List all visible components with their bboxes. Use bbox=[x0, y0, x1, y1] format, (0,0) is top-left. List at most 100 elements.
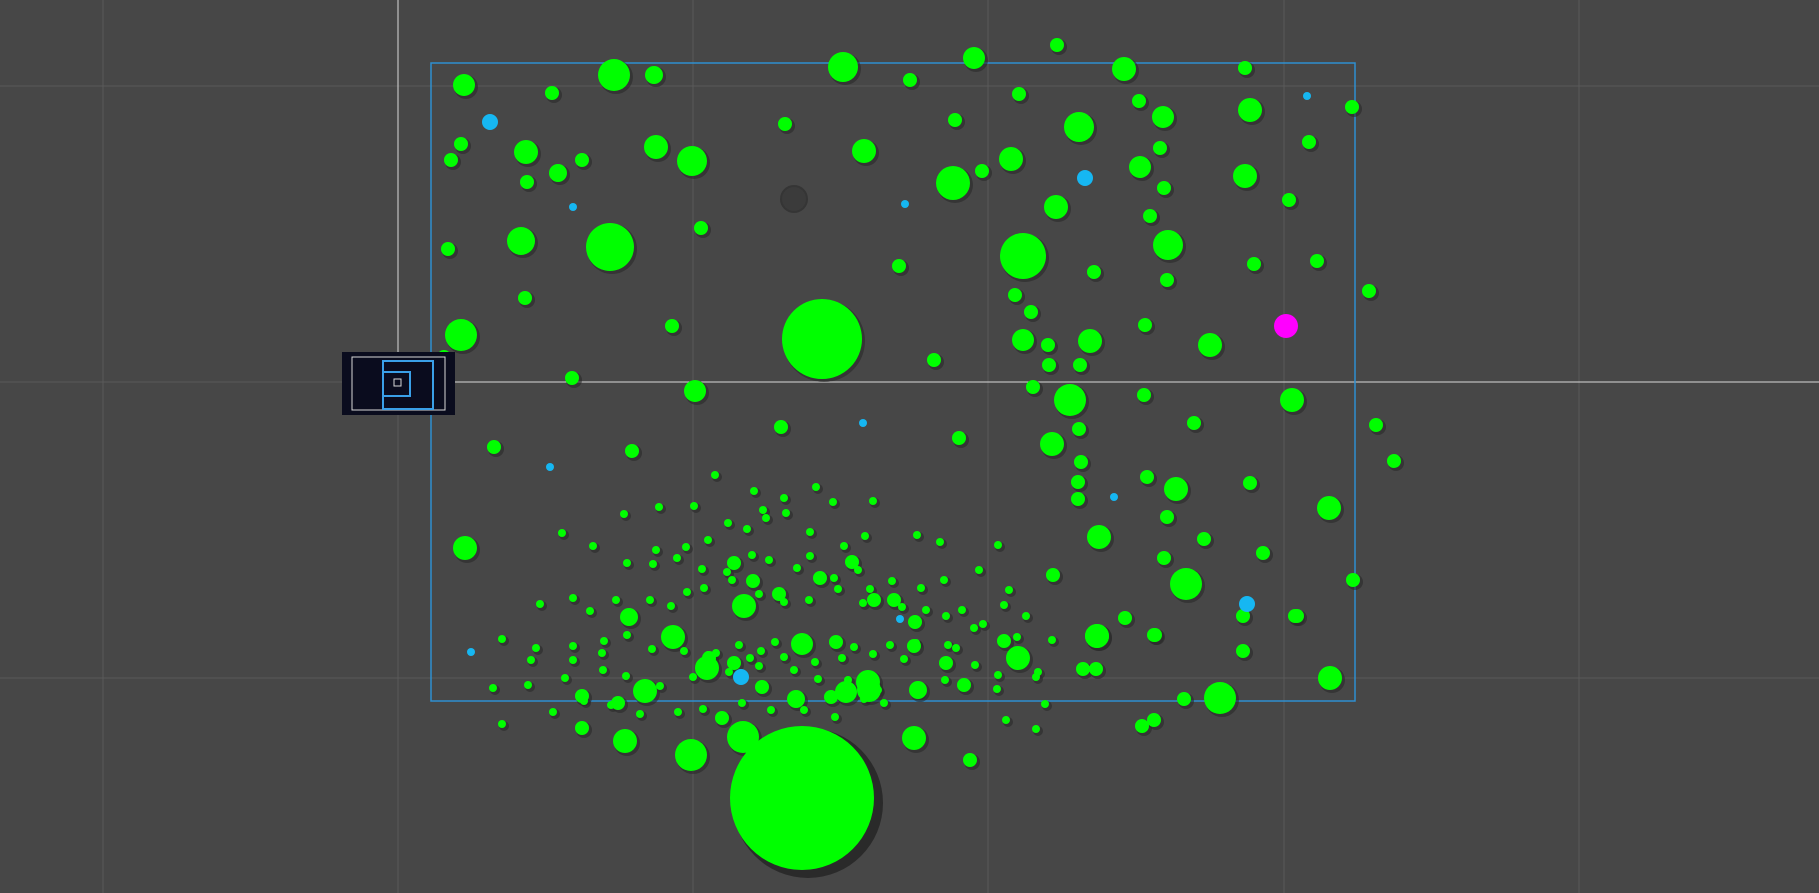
food-pellet bbox=[738, 699, 746, 707]
food-pellet bbox=[755, 590, 763, 598]
food-pellet bbox=[1247, 257, 1261, 271]
food-pellet bbox=[1236, 609, 1250, 623]
food-pellet bbox=[727, 656, 741, 670]
food-pellet bbox=[939, 656, 953, 670]
camera-panel[interactable] bbox=[342, 352, 455, 415]
food-pellet bbox=[652, 546, 660, 554]
food-pellet bbox=[1000, 233, 1046, 279]
food-pellet bbox=[514, 140, 538, 164]
food-pellet bbox=[1282, 193, 1296, 207]
food-pellet bbox=[1236, 644, 1250, 658]
food-pellet bbox=[887, 593, 901, 607]
food-pellet bbox=[859, 599, 867, 607]
food-pellet bbox=[648, 645, 656, 653]
food-pellet bbox=[599, 666, 607, 674]
food-pellet bbox=[940, 576, 948, 584]
food-pellet bbox=[1012, 329, 1034, 351]
food-pellet bbox=[725, 668, 733, 676]
food-pellet bbox=[869, 497, 877, 505]
food-pellet bbox=[975, 164, 989, 178]
food-pellet bbox=[917, 584, 925, 592]
food-pellet bbox=[536, 600, 544, 608]
food-pellet bbox=[867, 593, 881, 607]
food-pellet bbox=[772, 587, 786, 601]
food-pellet bbox=[1187, 416, 1201, 430]
food-pellet bbox=[831, 713, 839, 721]
food-pellet bbox=[727, 721, 759, 753]
food-pellet bbox=[755, 662, 763, 670]
food-pellet bbox=[636, 710, 644, 718]
food-pellet bbox=[1157, 551, 1171, 565]
food-pellet bbox=[909, 681, 927, 699]
food-pellet bbox=[732, 594, 756, 618]
food-pellet bbox=[757, 647, 765, 655]
food-pellet bbox=[993, 685, 1001, 693]
food-pellet bbox=[1078, 329, 1102, 353]
food-pellet bbox=[735, 641, 743, 649]
food-pellet bbox=[613, 729, 637, 753]
food-pellet bbox=[1032, 673, 1040, 681]
food-pellet bbox=[1256, 546, 1270, 560]
food-pellet bbox=[834, 585, 842, 593]
cyan-cell bbox=[1110, 493, 1118, 501]
food-pellet bbox=[723, 568, 731, 576]
food-pellet bbox=[1024, 305, 1038, 319]
food-pellet bbox=[999, 147, 1023, 171]
food-pellet bbox=[656, 682, 664, 690]
food-pellet bbox=[1087, 525, 1111, 549]
food-pellet bbox=[829, 635, 843, 649]
food-pellet bbox=[1233, 164, 1257, 188]
food-pellet bbox=[661, 625, 685, 649]
food-pellet bbox=[1318, 666, 1342, 690]
food-pellet bbox=[812, 483, 820, 491]
food-pellet bbox=[1064, 112, 1094, 142]
food-pellet bbox=[1012, 87, 1026, 101]
camera-center-handle[interactable] bbox=[393, 378, 402, 387]
food-pellet bbox=[487, 440, 501, 454]
food-pellet bbox=[1085, 624, 1109, 648]
food-pellet bbox=[957, 678, 971, 692]
food-pellet bbox=[1022, 612, 1030, 620]
cyan-cell bbox=[482, 114, 498, 130]
food-pellet bbox=[1137, 388, 1151, 402]
food-pellet bbox=[699, 705, 707, 713]
food-pellet bbox=[994, 541, 1002, 549]
food-pellet bbox=[620, 510, 628, 518]
food-pellet bbox=[900, 655, 908, 663]
food-pellet bbox=[586, 223, 634, 271]
food-pellet bbox=[1147, 713, 1161, 727]
food-pellet bbox=[1000, 601, 1008, 609]
food-pellet bbox=[975, 566, 983, 574]
food-pellet bbox=[598, 649, 606, 657]
food-pellet bbox=[711, 471, 719, 479]
food-pellet bbox=[622, 672, 630, 680]
food-pellet bbox=[806, 528, 814, 536]
player-cell[interactable] bbox=[1274, 314, 1298, 338]
food-pellet bbox=[1138, 318, 1152, 332]
food-pellet bbox=[1135, 719, 1149, 733]
food-pellet bbox=[1129, 156, 1151, 178]
food-pellet bbox=[565, 371, 579, 385]
food-pellet bbox=[765, 556, 773, 564]
food-pellet bbox=[1032, 725, 1040, 733]
camera-icon[interactable] bbox=[382, 360, 434, 410]
food-pellet bbox=[575, 689, 589, 703]
food-pellet bbox=[1204, 682, 1236, 714]
food-pellet bbox=[948, 113, 962, 127]
food-pellet bbox=[1041, 338, 1055, 352]
food-pellet bbox=[774, 420, 788, 434]
food-pellet bbox=[746, 574, 760, 588]
food-pellet bbox=[698, 565, 706, 573]
food-pellet bbox=[850, 643, 858, 651]
food-pellet bbox=[665, 319, 679, 333]
food-pellet bbox=[854, 566, 862, 574]
dark-object bbox=[780, 185, 808, 213]
food-pellet bbox=[852, 139, 876, 163]
food-pellet bbox=[907, 639, 921, 653]
food-pellet bbox=[589, 542, 597, 550]
food-pellet bbox=[690, 502, 698, 510]
cyan-cell bbox=[1239, 596, 1255, 612]
